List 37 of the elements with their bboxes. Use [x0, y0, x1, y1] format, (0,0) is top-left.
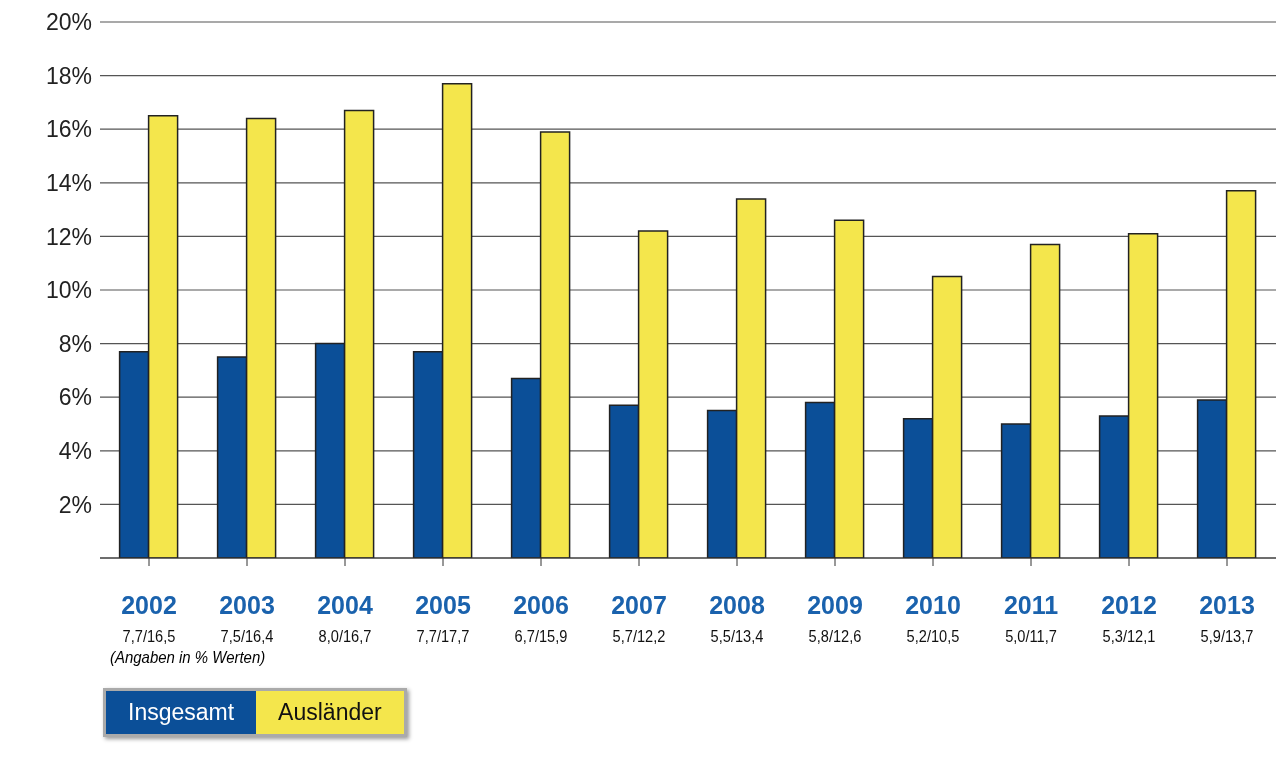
y-tick-label: 6% [58, 384, 92, 411]
y-tick-label: 10% [45, 277, 92, 304]
y-tick-label: 12% [45, 223, 92, 250]
text: 5,3/12,1 [1102, 626, 1156, 646]
text: 5,0/11,7 [1005, 626, 1057, 646]
x-tick-label: 2013 [1199, 591, 1255, 619]
text: Insgesamt [106, 691, 257, 734]
text: 8,0/16,7 [318, 626, 372, 646]
y-tick-label: 18% [45, 62, 92, 89]
x-tick-label: 2006 [513, 591, 569, 619]
text: 5,2/10,5 [906, 626, 960, 646]
text: 5,9/13,7 [1200, 626, 1254, 646]
text: 7,7/17,7 [416, 626, 470, 646]
y-tick-label: 4% [58, 437, 92, 464]
y-tick-label: 14% [45, 169, 92, 196]
text: 6,7/15,9 [514, 626, 568, 646]
text: (Angaben in % Werten) [110, 648, 267, 668]
y-tick-label: 8% [58, 330, 92, 357]
text: 5,8/12,6 [808, 626, 862, 646]
x-tick-label: 2009 [807, 591, 863, 619]
y-tick-label: 20% [45, 9, 92, 36]
x-tick-label: 2002 [121, 591, 177, 619]
x-tick-label: 2005 [415, 591, 471, 619]
x-tick-label: 2007 [611, 591, 667, 619]
x-tick-label: 2004 [317, 591, 373, 619]
x-tick-label: 2003 [219, 591, 275, 619]
y-tick-label: 16% [45, 116, 92, 143]
text: 7,7/16,5 [122, 626, 176, 646]
x-tick-label: 2010 [905, 591, 961, 619]
y-tick-label: 2% [58, 491, 92, 518]
text: 5,7/12,2 [612, 626, 666, 646]
text: 5,5/13,4 [710, 626, 764, 646]
x-tick-label: 2012 [1101, 591, 1157, 619]
x-tick-label: 2008 [709, 591, 765, 619]
x-tick-label: 2011 [1003, 591, 1059, 619]
text: 7,5/16,4 [220, 626, 274, 646]
text: Ausländer [256, 691, 404, 734]
